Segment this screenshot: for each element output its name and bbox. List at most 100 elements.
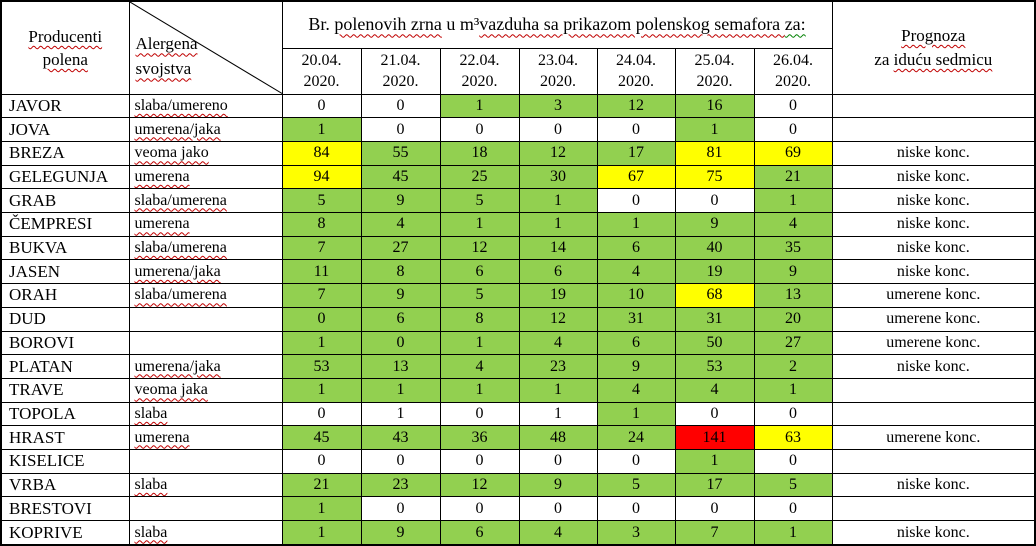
date-line: 23.04. [538,52,578,69]
pollen-count-cell: 0 [360,117,441,142]
header-alergena-line2: svojstva [135,59,192,79]
pollen-producer-cell: JASEN [0,259,130,285]
pollen-count-cell: 1 [281,117,362,142]
pollen-count-cell: 1 [753,377,833,403]
pollen-count-cell: 12 [596,93,676,119]
pollen-count-cell: 0 [596,449,676,474]
pollen-count-cell: 6 [360,306,441,332]
allergen-text: veoma jaka [134,381,208,399]
pollen-count-cell: 27 [753,330,833,356]
pollen-count-cell: 1 [518,188,598,214]
pollen-count-cell: 1 [439,377,520,403]
pollen-count-cell: 0 [518,496,598,522]
pollen-count-cell: 50 [674,330,755,356]
allergen-property-cell: veoma jako [128,140,283,166]
pollen-count-cell: 6 [518,259,598,285]
pollen-count-cell: 0 [439,449,520,474]
pollen-count-cell: 40 [674,235,755,261]
table-row: JASEN umerena/jaka 11 8 6 6 4 19 9 niske konc. [0,259,1036,285]
pollen-count-cell: 27 [360,235,441,261]
pollen-count-cell: 1 [596,401,676,427]
pollen-producer-cell: ČEMPRESI [0,212,130,237]
pollen-count-cell: 1 [518,377,598,403]
pollen-count-cell: 1 [281,330,362,356]
pollen-count-cell: 5 [439,283,520,308]
pollen-count-cell: 0 [753,93,833,119]
forecast-cell: niske konc. [831,235,1036,261]
forecast-cell [831,449,1036,474]
header-prognoza: Prognoza za iduću sedmicu [831,0,1036,95]
pollen-count-cell: 0 [674,401,755,427]
pollen-count-cell: 5 [753,472,833,498]
forecast-cell: umerene konc. [831,425,1036,451]
forecast-cell [831,377,1036,403]
header-prognoza-line1: Prognoza [901,25,966,45]
pollen-count-cell: 43 [360,425,441,451]
pollen-count-cell: 0 [753,401,833,427]
pollen-producer-cell: GELEGUNJA [0,164,130,190]
pollen-producer-cell: KISELICE [0,449,130,474]
table-row: BOROVI 1 0 1 4 6 50 27 umerene konc. [0,330,1036,356]
date-column-header: 25.04. 2020. [674,47,755,95]
pollen-count-cell: 53 [281,354,362,379]
forecast-cell: umerene konc. [831,283,1036,308]
pollen-count-cell: 1 [753,188,833,214]
pollen-count-cell: 0 [674,496,755,522]
forecast-cell: niske konc. [831,212,1036,237]
pollen-count-cell: 19 [518,283,598,308]
main-title-segment: vazduha sa prikazom polenskog semafora [479,14,785,35]
pollen-count-cell: 1 [518,212,598,237]
pollen-count-cell: 23 [518,354,598,379]
pollen-producer-cell: BOROVI [0,330,130,356]
allergen-text: slaba [134,404,168,422]
pollen-count-cell: 12 [439,235,520,261]
pollen-count-cell: 1 [518,401,598,427]
date-column-header: 26.04. 2020. [753,47,833,95]
pollen-count-cell: 5 [596,472,676,498]
pollen-count-cell: 21 [753,164,833,190]
table-row: TRAVE veoma jaka 1 1 1 1 4 4 1 [0,377,1036,403]
allergen-property-cell: slaba [128,401,283,427]
table-row: DUD 0 6 8 12 31 31 20 umerene konc. [0,306,1036,332]
pollen-count-cell: 1 [360,377,441,403]
header-row-dates: 20.04. 2020. 21.04. 2020. 22.04. 2020. 23.04. 2… [1,47,1035,95]
pollen-count-cell: 0 [360,496,441,522]
pollen-count-cell: 20 [753,306,833,332]
pollen-count-cell: 1 [674,117,755,142]
pollen-producer-cell: TRAVE [0,377,130,403]
allergen-property-cell [128,306,283,332]
allergen-property-cell: umerena/jaka [128,354,283,379]
pollen-count-cell: 9 [360,520,441,546]
pollen-producer-cell: HRAST [0,425,130,451]
year-line: 2020. [775,73,812,90]
allergen-property-cell [128,449,283,474]
forecast-cell: niske konc. [831,164,1036,190]
pollen-count-cell: 2 [753,354,833,379]
pollen-count-cell: 0 [674,188,755,214]
year-line: 2020. [696,73,733,90]
pollen-count-cell: 0 [360,330,441,356]
pollen-count-cell: 0 [360,449,441,474]
pollen-count-cell: 45 [360,164,441,190]
date-column-header: 21.04. 2020. [360,47,441,95]
forecast-cell: umerene konc. [831,330,1036,356]
pollen-count-cell: 6 [596,330,676,356]
pollen-count-cell: 8 [281,212,362,237]
main-title-segment: polenovih zrna [334,14,442,35]
header-prognoza-line2: za iduću sedmicu [874,49,993,69]
allergen-text: umerena/jaka [134,357,221,375]
pollen-count-cell: 0 [439,401,520,427]
pollen-count-cell: 14 [518,235,598,261]
pollen-count-cell: 3 [596,520,676,546]
allergen-property-cell: slaba/umerena [128,235,283,261]
pollen-count-cell: 53 [674,354,755,379]
pollen-count-cell: 4 [360,212,441,237]
pollen-count-cell: 12 [439,472,520,498]
pollen-count-cell: 1 [281,377,362,403]
forecast-cell: niske konc. [831,520,1036,546]
year-line: 2020. [382,73,419,90]
pollen-count-cell: 1 [439,212,520,237]
table-row: ČEMPRESI umerena 8 4 1 1 1 9 4 niske konc. [0,212,1036,237]
